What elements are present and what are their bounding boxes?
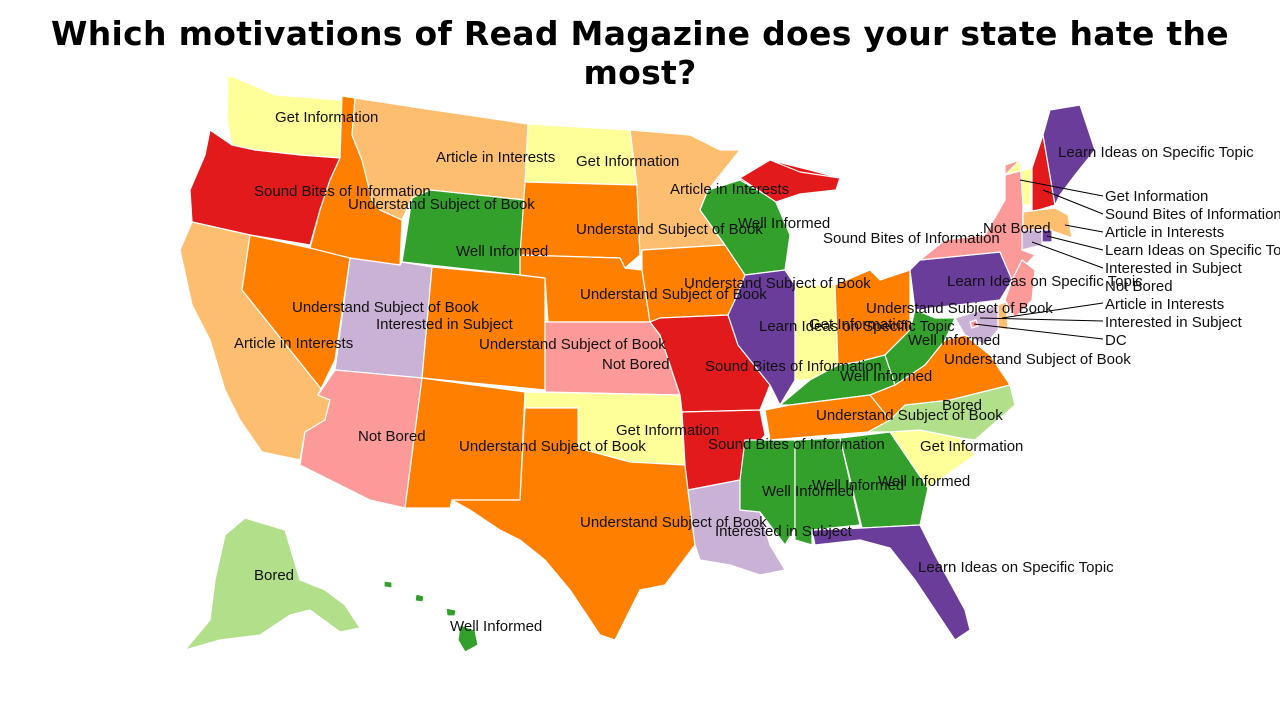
- leader-line: [1019, 179, 1104, 197]
- state-HI-2[interactable]: [445, 607, 457, 617]
- label-KS: Not Bored: [602, 356, 670, 373]
- label-PA: Learn Ideas on Specific Topic: [947, 273, 1143, 290]
- label-IL: Learn Ideas on Specific Topic: [759, 318, 955, 335]
- label-ND: Get Information: [576, 153, 680, 170]
- state-VT[interactable]: [1004, 159, 1033, 206]
- label-KY: Well Informed: [840, 368, 933, 385]
- leader-line: [973, 323, 1104, 340]
- state-HI-4[interactable]: [383, 580, 393, 589]
- label-MO: Sound Bites of Information: [705, 358, 882, 375]
- label-SD: Understand Subject of Book: [576, 221, 763, 238]
- state-MT[interactable]: [351, 97, 529, 221]
- state-NV[interactable]: [241, 234, 351, 401]
- label-NV: Understand Subject of Book: [292, 299, 479, 316]
- label-MS: Well Informed: [762, 483, 855, 500]
- label-ME: Learn Ideas on Specific Topic: [1058, 144, 1254, 161]
- label-NM: Understand Subject of Book: [459, 438, 646, 455]
- label-VA: Understand Subject of Book: [944, 351, 1131, 368]
- label-OH: Understand Subject of Book: [866, 300, 1053, 317]
- label-WA: Get Information: [275, 109, 379, 126]
- label-WV: Well Informed: [908, 332, 1001, 349]
- label-MT: Article in Interests: [436, 149, 556, 166]
- label-ID: Understand Subject of Book: [348, 196, 535, 213]
- label-OK: Get Information: [616, 422, 720, 439]
- leader-line: [1031, 241, 1104, 269]
- state-IL[interactable]: [727, 269, 796, 406]
- state-HI-3[interactable]: [414, 593, 425, 603]
- leader-line: [1001, 302, 1104, 319]
- state-CT[interactable]: [1021, 229, 1043, 251]
- label-MD: Interested in Subject: [1105, 314, 1242, 331]
- state-FL[interactable]: [811, 524, 971, 641]
- label-RI: Learn Ideas on Specific Topic: [1105, 243, 1280, 258]
- label-TN: Understand Subject of Book: [816, 407, 1003, 424]
- label-SC: Get Information: [920, 438, 1024, 455]
- state-HI[interactable]: [457, 624, 479, 653]
- label-IN: Get Information: [809, 316, 913, 333]
- label-GA: Well Informed: [878, 473, 971, 490]
- label-CA: Article in Interests: [234, 335, 354, 352]
- label-NC: Bored: [942, 397, 983, 414]
- leader-line: [979, 317, 1104, 322]
- label-FL: Learn Ideas on Specific Topic: [918, 559, 1114, 576]
- label-OR: Sound Bites of Information: [254, 183, 431, 200]
- label-AL: Well Informed: [812, 477, 905, 494]
- label-IA: Understand Subject of Book: [684, 275, 871, 292]
- label-NJ: Not Bored: [1105, 278, 1173, 295]
- state-AK[interactable]: [184, 517, 361, 651]
- label-AZ: Not Bored: [358, 428, 426, 445]
- label-WI: Well Informed: [738, 215, 831, 232]
- label-UT: Interested in Subject: [376, 316, 513, 333]
- label-MA: Article in Interests: [1105, 224, 1225, 241]
- label-NY: Not Bored: [983, 220, 1051, 237]
- state-TX[interactable]: [451, 407, 696, 641]
- state-NJ[interactable]: [1004, 259, 1036, 319]
- label-NH: Sound Bites of Information: [1105, 207, 1280, 222]
- state-MO[interactable]: [649, 314, 771, 413]
- label-DE: Article in Interests: [1105, 296, 1225, 313]
- leader-line: [1042, 189, 1104, 215]
- label-TX: Understand Subject of Book: [580, 514, 767, 531]
- map-title: Which motivations of Read Magazine does …: [51, 14, 1229, 92]
- label-WY: Well Informed: [456, 243, 549, 260]
- leader-line: [1046, 235, 1104, 251]
- label-CO: Understand Subject of Book: [479, 336, 666, 353]
- label-MN: Article in Interests: [670, 181, 790, 198]
- state-MI-upper[interactable]: [739, 159, 841, 203]
- label-AK: Bored: [254, 567, 295, 584]
- state-ME[interactable]: [1042, 104, 1096, 206]
- label-CT: Interested in Subject: [1105, 260, 1242, 277]
- label-DC: DC: [1105, 332, 1127, 349]
- label-NE: Understand Subject of Book: [580, 286, 767, 303]
- label-MI: Sound Bites of Information: [823, 230, 1000, 247]
- label-HI: Well Informed: [450, 618, 543, 635]
- leader-line: [1064, 224, 1104, 233]
- label-AR: Sound Bites of Information: [708, 436, 885, 453]
- label-LA: Interested in Subject: [715, 523, 852, 540]
- label-VT: Get Information: [1105, 188, 1209, 205]
